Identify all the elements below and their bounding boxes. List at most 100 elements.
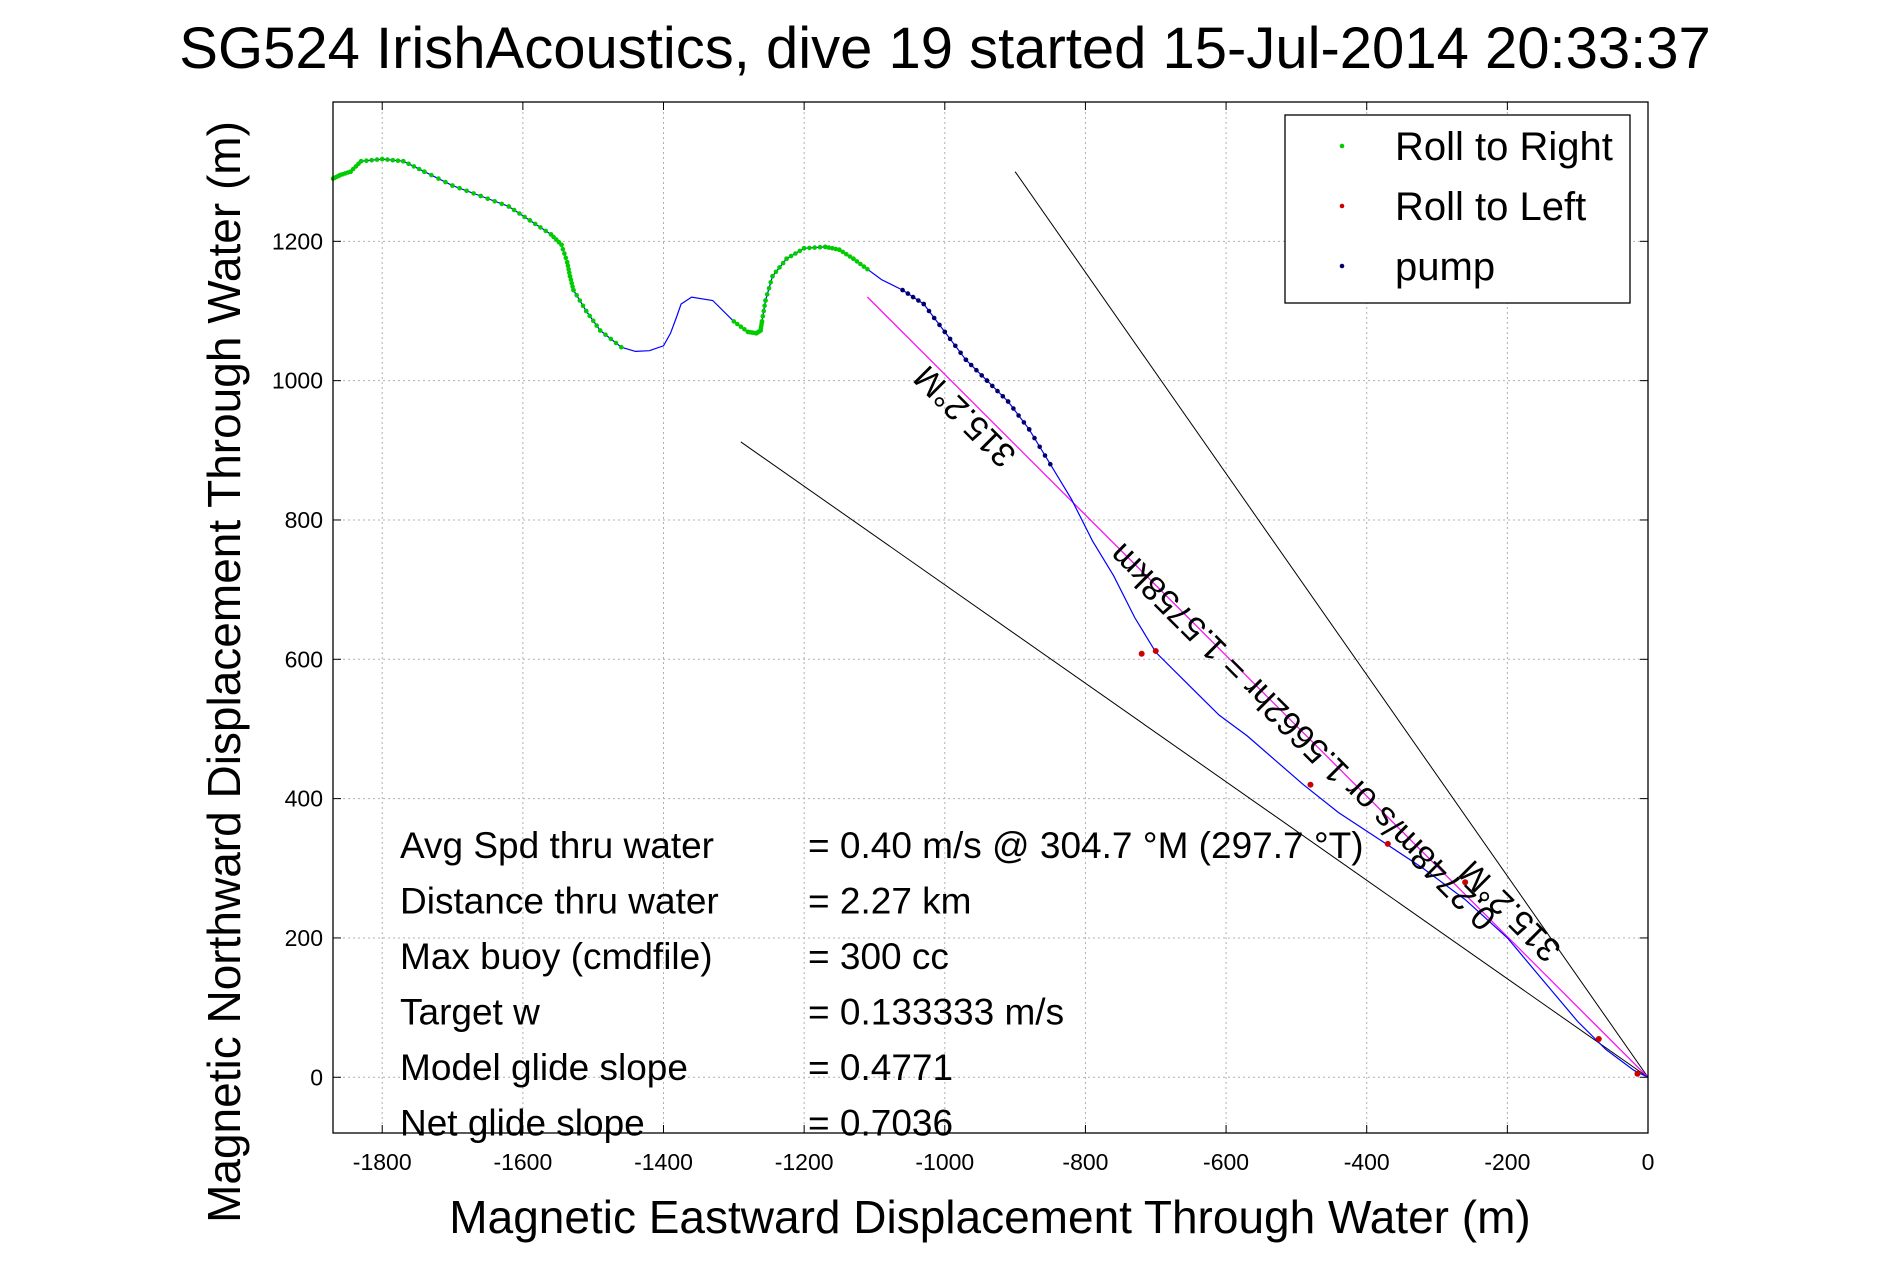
stat-label: Max buoy (cmdfile) xyxy=(400,936,713,977)
legend-marker xyxy=(1339,203,1345,209)
roll-right-point xyxy=(485,196,491,201)
roll-right-point xyxy=(583,308,589,314)
pump-point xyxy=(995,388,1000,394)
pump-point xyxy=(1048,461,1053,467)
roll-right-point xyxy=(830,246,835,251)
roll-right-point xyxy=(577,298,583,303)
roll-right-point xyxy=(608,336,614,342)
roll-left-point xyxy=(1307,781,1314,788)
roll-right-point xyxy=(833,246,839,252)
roll-right-point xyxy=(364,158,369,163)
roll-right-point xyxy=(422,169,427,174)
roll-right-point xyxy=(812,245,817,250)
roll-markers xyxy=(330,156,1641,1077)
roll-right-point xyxy=(784,256,789,262)
rotated-labels: 315.2°M0.2748m/s or 1.5662hr = 1.5758km3… xyxy=(907,358,1569,969)
roll-right-point xyxy=(563,255,569,261)
roll-right-point xyxy=(379,156,385,162)
stat-label: Avg Spd thru water xyxy=(400,825,714,866)
pump-point xyxy=(905,291,911,296)
roll-right-point xyxy=(543,228,548,234)
x-tick-label: -600 xyxy=(1203,1149,1249,1175)
pump-point xyxy=(953,343,958,349)
plot-frame xyxy=(332,101,1649,1134)
roll-right-point xyxy=(478,193,484,199)
stat-value: = 0.40 m/s @ 304.7 °M (297.7 °T) xyxy=(808,825,1364,866)
roll-right-point xyxy=(738,324,744,330)
pump-point xyxy=(900,287,905,293)
roll-right-point xyxy=(416,166,422,172)
pump-point xyxy=(1011,406,1016,411)
roll-right-point xyxy=(590,318,596,324)
roll-right-point xyxy=(780,260,786,266)
roll-right-point xyxy=(760,313,766,319)
roll-right-point xyxy=(429,172,434,178)
roll-right-point xyxy=(854,259,860,264)
y-ticks: 0 200 400 600 800 1000 1200 xyxy=(272,228,1648,1090)
stat-label: Target w xyxy=(400,992,540,1033)
roll-right-point xyxy=(395,158,401,163)
roll-right-point xyxy=(742,327,747,332)
x-tick-label: -1400 xyxy=(634,1149,693,1175)
pump-point xyxy=(984,378,990,383)
roll-right-point xyxy=(763,298,768,303)
roll-right-point xyxy=(770,273,775,279)
x-tick-label: -800 xyxy=(1062,1149,1108,1175)
bearing-line-segment xyxy=(867,296,1649,1078)
roll-right-point xyxy=(574,293,579,298)
y-tick-label: 1000 xyxy=(272,368,323,394)
pump-point xyxy=(921,301,926,307)
cone-lines xyxy=(740,171,1649,1078)
legend-label: Roll to Right xyxy=(1395,125,1613,169)
roll-right-point xyxy=(858,261,863,267)
roll-right-point xyxy=(619,344,624,350)
roll-right-point xyxy=(768,280,773,285)
y-axis-label: Magnetic Northward Displacement Through … xyxy=(198,121,250,1223)
roll-right-point xyxy=(567,273,573,279)
x-ticks: -1800 -1600 -1400 -1200 -1000 -800 -600 -400 -20… xyxy=(353,102,1654,1175)
roll-right-point xyxy=(511,207,517,213)
stat-label: Net glide slope xyxy=(400,1103,645,1144)
roll-right-point xyxy=(567,270,572,276)
roll-right-point xyxy=(826,245,832,250)
legend-marker xyxy=(1339,143,1345,149)
roll-right-point xyxy=(847,254,853,259)
roll-right-point xyxy=(865,266,870,272)
pump-point xyxy=(926,308,932,314)
roll-right-point xyxy=(374,157,380,162)
roll-right-point xyxy=(766,286,772,291)
pump-point xyxy=(968,362,974,368)
stat-value: = 0.133333 m/s xyxy=(808,992,1064,1033)
pump-point xyxy=(963,357,969,363)
pump-point xyxy=(1037,444,1042,450)
roll-right-point xyxy=(570,284,575,289)
roll-right-point xyxy=(569,280,574,286)
roll-right-point xyxy=(443,179,448,185)
pump-point xyxy=(947,336,953,342)
roll-right-point xyxy=(464,188,469,194)
roll-right-point xyxy=(745,329,751,335)
pump-point xyxy=(1026,427,1032,432)
roll-right-point xyxy=(517,211,522,216)
roll-right-point xyxy=(527,218,533,223)
pump-point xyxy=(942,329,948,335)
roll-right-point xyxy=(548,232,554,237)
legend-label: Roll to Left xyxy=(1395,185,1586,229)
roll-right-point xyxy=(571,287,576,293)
roll-right-point xyxy=(851,256,856,262)
roll-right-point xyxy=(773,269,779,275)
pump-point xyxy=(1000,394,1006,399)
roll-right-point xyxy=(731,319,737,324)
roll-right-point xyxy=(597,328,603,333)
roll-right-point xyxy=(538,225,543,230)
x-tick-label: -1000 xyxy=(915,1149,974,1175)
stat-label: Model glide slope xyxy=(400,1047,688,1088)
roll-right-point xyxy=(580,303,586,309)
roll-right-point xyxy=(450,183,455,188)
roll-left-point xyxy=(1138,650,1145,657)
pump-point xyxy=(1042,453,1048,458)
roll-right-point xyxy=(844,251,849,257)
roll-right-point xyxy=(560,246,566,252)
x-tick-label: -1800 xyxy=(353,1149,412,1175)
